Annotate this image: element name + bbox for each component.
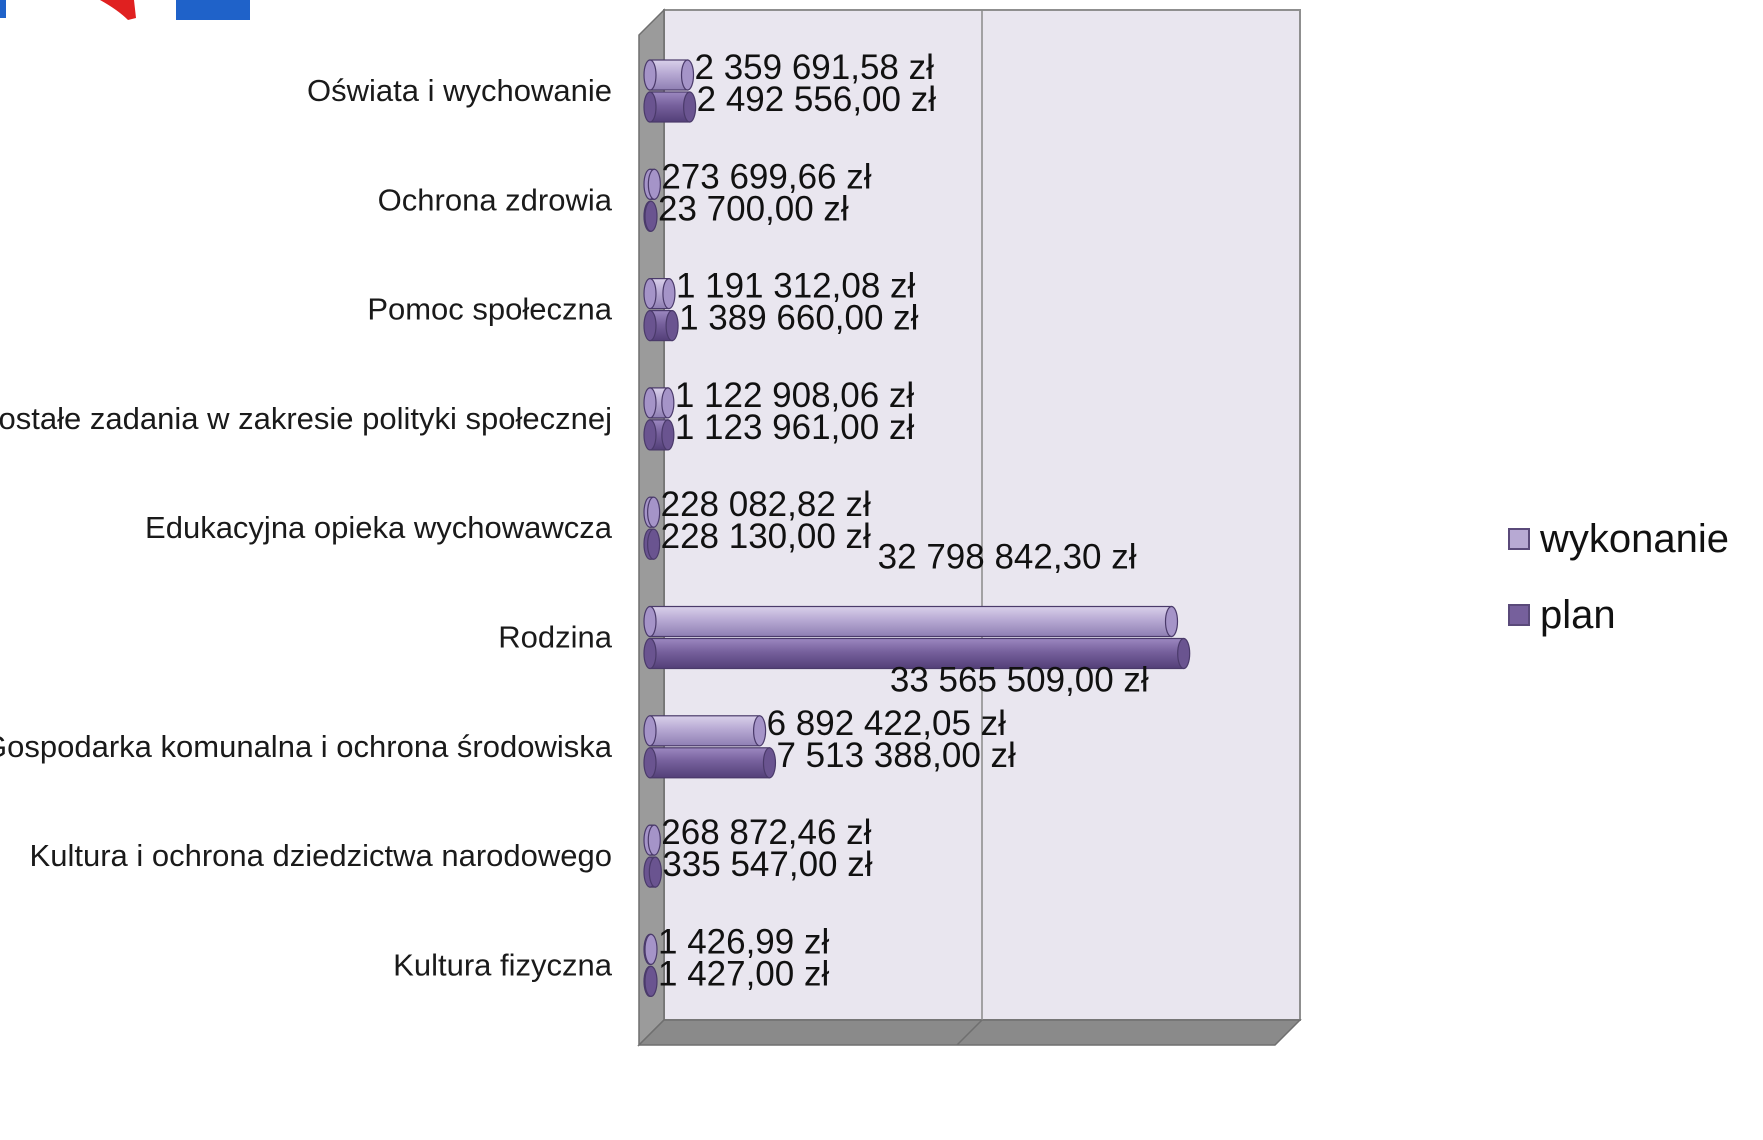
bar-wykonanie xyxy=(649,605,1173,638)
logo-red-swoosh xyxy=(100,0,136,20)
legend: wykonanie plan xyxy=(1508,517,1729,669)
bar-cap-end-plan xyxy=(665,310,679,342)
gridline-floor-1 xyxy=(956,1019,983,1046)
bar-cap-end-plan xyxy=(661,419,675,451)
value-label-wykonanie: 6 892 422,05 zł xyxy=(767,704,1007,743)
logo-blue-left xyxy=(0,0,6,18)
plot-area xyxy=(637,8,1302,1047)
category-label: Pozostałe zadania w zakresie polityki sp… xyxy=(0,401,612,436)
value-label-plan: 1 123 961,00 zł xyxy=(675,408,915,447)
legend-swatch-wykonanie xyxy=(1508,528,1530,550)
bar-cap-start-plan xyxy=(643,419,657,451)
category-label: Oświata i wychowanie xyxy=(307,73,612,108)
bar-cap-end-wykonanie xyxy=(752,715,767,747)
value-label-plan: 335 547,00 zł xyxy=(662,845,872,884)
labels-layer: Oświata i wychowanie 2 359 691,58 zł2 492… xyxy=(0,48,1149,993)
bar-cap-end-plan xyxy=(683,91,697,123)
bar-cap-start-wykonanie xyxy=(643,59,657,91)
bar-cap-start-wykonanie xyxy=(643,387,657,419)
value-label-wykonanie: 1 122 908,06 zł xyxy=(675,376,915,415)
bar-cap-start-wykonanie xyxy=(643,605,657,638)
value-label-wykonanie: 268 872,46 zł xyxy=(661,813,871,852)
value-label-plan: 1 389 660,00 zł xyxy=(679,299,919,338)
value-label-plan: 33 565 509,00 zł xyxy=(890,661,1149,700)
category-label: Kultura fizyczna xyxy=(393,947,613,982)
value-label-plan: 228 130,00 zł xyxy=(661,517,871,556)
bar-cap-start-wykonanie xyxy=(643,715,657,747)
bar-cap-end-wykonanie xyxy=(647,824,661,856)
logo-fragment xyxy=(0,0,250,20)
bar-cap-end-wykonanie xyxy=(662,278,676,310)
bar-cap-end-plan xyxy=(647,528,661,560)
bar-cap-end-wykonanie xyxy=(647,496,661,528)
value-label-wykonanie: 32 798 842,30 zł xyxy=(878,538,1137,577)
legend-label-wykonanie: wykonanie xyxy=(1540,517,1730,561)
bar-cap-end-wykonanie xyxy=(644,933,658,966)
bar-cap-end-plan xyxy=(762,747,777,779)
bar-cap-end-plan xyxy=(644,965,658,998)
legend-label-plan: plan xyxy=(1540,593,1616,637)
bar-cap-start-plan xyxy=(643,310,657,342)
bar-cap-end-wykonanie xyxy=(647,168,661,200)
bar-plan xyxy=(649,747,771,779)
category-label: Kultura i ochrona dziedzictwa narodowego xyxy=(30,838,612,873)
legend-item-wykonanie: wykonanie xyxy=(1508,517,1729,561)
bar-cap-end-wykonanie xyxy=(1164,605,1179,638)
value-label-wykonanie: 1 191 312,08 zł xyxy=(676,267,916,306)
bar-cap-start-plan xyxy=(643,91,657,123)
bars-layer xyxy=(643,59,1191,998)
bar-cap-start-plan xyxy=(643,637,657,670)
value-label-wykonanie: 228 082,82 zł xyxy=(661,485,871,524)
value-label-wykonanie: 273 699,66 zł xyxy=(661,157,871,196)
category-label: Ochrona zdrowia xyxy=(378,182,613,217)
value-label-plan: 7 513 388,00 zł xyxy=(776,736,1016,775)
category-label: Edukacyjna opieka wychowawcza xyxy=(145,510,613,545)
bar-cap-end-wykonanie xyxy=(680,59,695,91)
value-label-plan: 23 700,00 zł xyxy=(658,189,849,228)
category-label: Gospodarka komunalna i ochrona środowisk… xyxy=(0,729,613,764)
bar-cap-end-plan xyxy=(644,200,658,232)
legend-item-plan: plan xyxy=(1508,593,1729,637)
legend-swatch-plan xyxy=(1508,604,1530,626)
bar-plan xyxy=(649,637,1185,670)
bar-cap-start-wykonanie xyxy=(643,278,657,310)
category-label: Rodzina xyxy=(498,620,612,655)
value-label-plan: 1 427,00 zł xyxy=(658,954,829,993)
value-label-wykonanie: 1 426,99 zł xyxy=(658,922,829,961)
logo-blue-right xyxy=(176,0,250,20)
value-label-plan: 2 492 556,00 zł xyxy=(697,80,937,119)
bar-cap-end-wykonanie xyxy=(661,387,675,419)
category-label: Pomoc społeczna xyxy=(367,292,612,327)
bar-wykonanie xyxy=(649,715,761,747)
bar-cap-end-plan xyxy=(1177,637,1191,670)
bar-cap-end-plan xyxy=(648,856,662,888)
bar-cap-start-plan xyxy=(643,747,657,779)
value-label-wykonanie: 2 359 691,58 zł xyxy=(695,48,935,87)
